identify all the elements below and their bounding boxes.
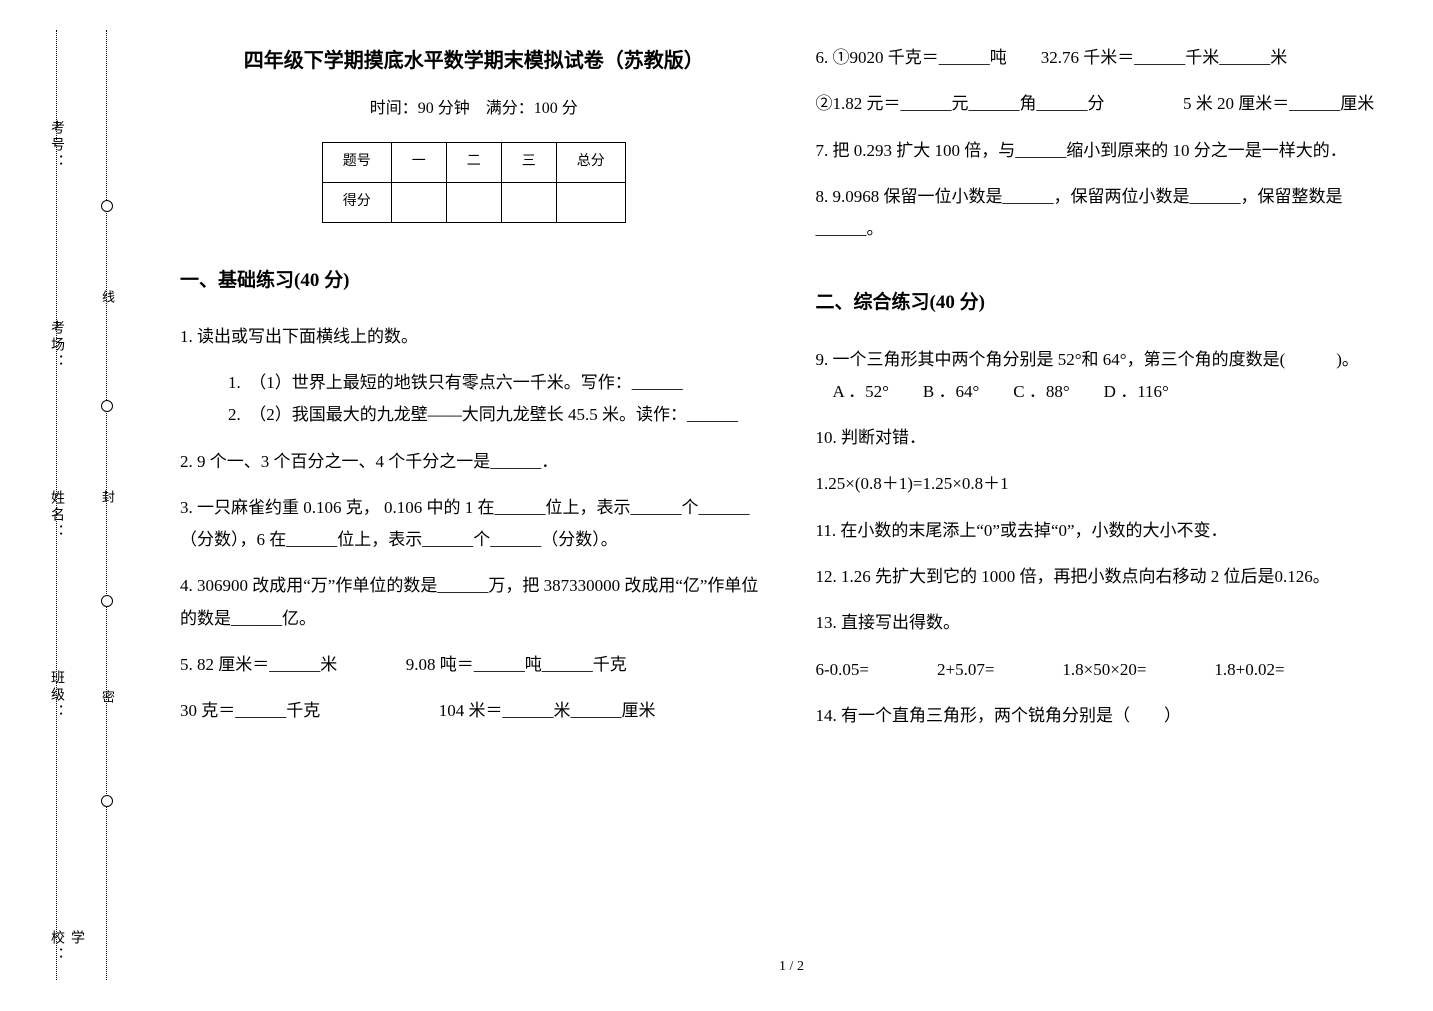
q6-part: 5 米 20 厘米＝______厘米	[1183, 94, 1374, 113]
question-sub: 1. （1）世界上最短的地铁只有零点六一千米。写作：______	[228, 367, 768, 399]
score-col-head: 二	[446, 143, 501, 183]
question-14: 14. 有一个直角三角形，两个锐角分别是（ ）	[816, 700, 1404, 732]
score-col-head: 三	[501, 143, 556, 183]
question-9: 9. 一个三角形其中两个角分别是 52°和 64°，第三个角的度数是( )。 A…	[816, 344, 1404, 409]
page-number: 1 / 2	[779, 959, 804, 975]
page-body: 四年级下学期摸底水平数学期末模拟试卷（苏教版） 时间：90 分钟 满分：100 …	[180, 42, 1403, 981]
punch-circle	[101, 200, 113, 212]
question-8: 8. 9.0968 保留一位小数是______，保留两位小数是______，保留…	[816, 181, 1404, 246]
score-col-head: 一	[391, 143, 446, 183]
spacer	[180, 353, 768, 367]
score-cell	[446, 182, 501, 222]
score-cell	[501, 182, 556, 222]
punch-circle	[101, 795, 113, 807]
q5-part: 9.08 吨＝______吨______千克	[406, 655, 627, 674]
score-col-head: 题号	[322, 143, 391, 183]
two-column-layout: 四年级下学期摸底水平数学期末模拟试卷（苏教版） 时间：90 分钟 满分：100 …	[180, 42, 1403, 981]
seal-label-mi: 密	[98, 690, 117, 715]
section-2-head: 二、综合练习(40 分)	[816, 285, 1404, 321]
binding-margin: 考号： 考场： 姓名： 班级： 学校： 线 封 密	[44, 30, 124, 980]
exam-title: 四年级下学期摸底水平数学期末模拟试卷（苏教版）	[180, 42, 768, 80]
question-3: 3. 一只麻雀约重 0.106 克， 0.106 中的 1 在______位上，…	[180, 492, 768, 557]
question-sub: 2. （2）我国最大的九龙壁——大同九龙壁长 45.5 米。读作：______	[228, 399, 768, 431]
question-13-expr: 6-0.05= 2+5.07= 1.8×50×20= 1.8+0.02=	[816, 654, 1404, 686]
q5-part: 5. 82 厘米＝______米	[180, 655, 337, 674]
seal-label-feng: 封	[98, 490, 117, 515]
punch-circle	[101, 400, 113, 412]
exam-subtitle: 时间：90 分钟 满分：100 分	[180, 94, 768, 124]
question-stem: 1. 读出或写出下面横线上的数。	[180, 321, 768, 353]
question-6b: ②1.82 元＝______元______角______分 5 米 20 厘米＝…	[816, 88, 1404, 120]
question-4: 4. 306900 改成用“万”作单位的数是______万，把 38733000…	[180, 570, 768, 635]
table-row: 得分	[322, 182, 625, 222]
table-row: 题号 一 二 三 总分	[322, 143, 625, 183]
question-5-line2: 30 克＝______千克 104 米＝______米______厘米	[180, 695, 768, 727]
question-stem: 9. 一个三角形其中两个角分别是 52°和 64°，第三个角的度数是( )。	[816, 344, 1404, 376]
question-10: 10. 判断对错．	[816, 422, 1404, 454]
margin-label-class: 班级：	[46, 670, 66, 721]
q5-part: 104 米＝______米______厘米	[439, 701, 656, 720]
question-10-expr: 1.25×(0.8＋1)=1.25×0.8＋1	[816, 468, 1404, 500]
score-col-head: 总分	[556, 143, 625, 183]
question-2: 2. 9 个一、3 个百分之一、4 个千分之一是______．	[180, 446, 768, 478]
punch-circle	[101, 595, 113, 607]
question-13: 13. 直接写出得数。	[816, 607, 1404, 639]
q6-part: ②1.82 元＝______元______角______分	[816, 94, 1105, 113]
question-7: 7. 把 0.293 扩大 100 倍，与______缩小到原来的 10 分之一…	[816, 135, 1404, 167]
seal-label-xian: 线	[98, 290, 117, 315]
question-5: 5. 82 厘米＝______米 9.08 吨＝______吨______千克	[180, 649, 768, 681]
score-cell	[391, 182, 446, 222]
column-left: 四年级下学期摸底水平数学期末模拟试卷（苏教版） 时间：90 分钟 满分：100 …	[180, 42, 768, 981]
margin-label-room: 考场：	[46, 320, 66, 371]
margin-label-name: 姓名：	[46, 490, 66, 541]
score-cell	[556, 182, 625, 222]
section-1-head: 一、基础练习(40 分)	[180, 263, 768, 299]
question-12: 12. 1.26 先扩大到它的 1000 倍，再把小数点向右移动 2 位后是0.…	[816, 561, 1404, 593]
margin-label-examno: 考号：	[46, 120, 66, 171]
question-options: A ．52° B ．64° C ．88° D ．116°	[816, 376, 1404, 408]
score-row-label: 得分	[322, 182, 391, 222]
column-right: 6. ①9020 千克＝______吨 32.76 千米＝______千米___…	[816, 42, 1404, 981]
question-6: 6. ①9020 千克＝______吨 32.76 千米＝______千米___…	[816, 42, 1404, 74]
margin-label-school: 学校：	[46, 930, 86, 980]
score-table: 题号 一 二 三 总分 得分	[322, 142, 626, 222]
q5-part: 30 克＝______千克	[180, 701, 320, 720]
question-1: 1. 读出或写出下面横线上的数。 1. （1）世界上最短的地铁只有零点六一千米。…	[180, 321, 768, 432]
question-11: 11. 在小数的末尾添上“0”或去掉“0”，小数的大小不变．	[816, 515, 1404, 547]
